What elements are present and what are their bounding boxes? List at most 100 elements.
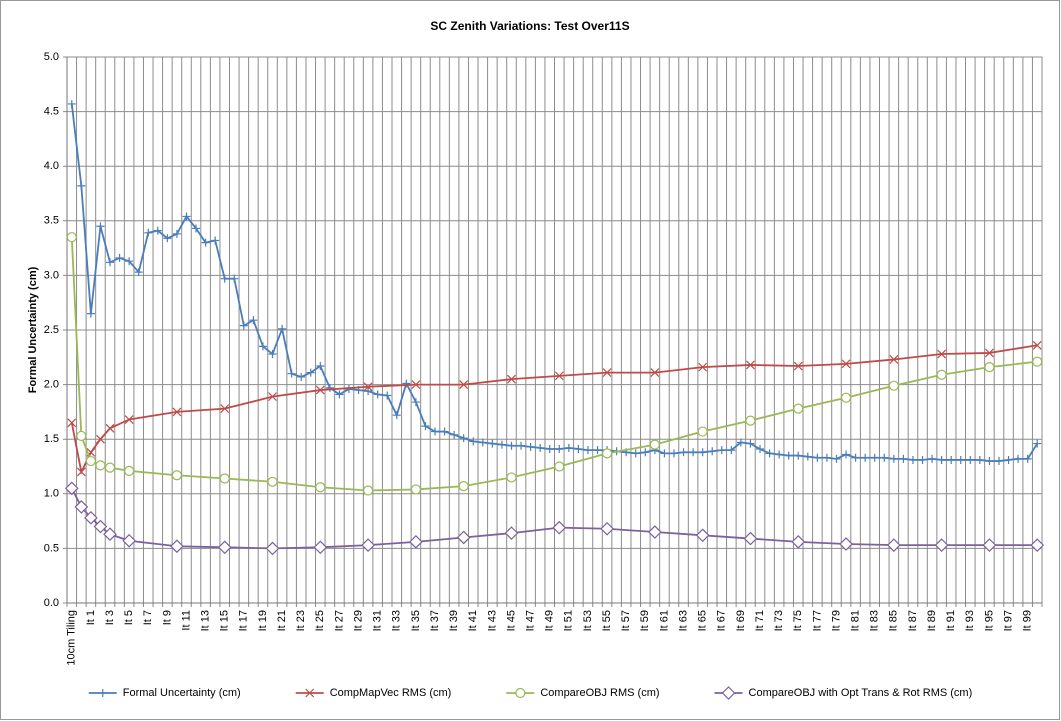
marker [507,374,516,384]
marker [697,426,708,437]
marker [1014,454,1023,463]
marker [669,449,678,458]
marker [268,392,277,402]
marker [249,316,258,325]
marker [421,422,430,431]
marker [258,342,267,351]
x-tick-label: It 7 [142,610,154,625]
marker [889,454,898,463]
chart-title: SC Zenith Variations: Test Over11S [430,19,629,33]
marker [95,460,106,471]
marker [497,440,506,449]
y-axis-label: Formal Uncertainty (cm) [27,266,39,393]
marker [410,484,421,495]
marker [469,437,478,446]
marker [689,448,698,457]
marker [124,465,135,476]
marker [966,455,975,464]
marker [211,236,220,245]
marker [517,441,526,450]
marker [842,450,851,459]
x-tick-label: It 61 [658,610,670,631]
marker [278,324,287,333]
marker [93,519,108,534]
marker [985,348,994,358]
marker [219,473,230,484]
marker [555,445,564,454]
marker [220,274,229,283]
marker [934,538,949,552]
x-tick-label: It 19 [257,610,269,631]
x-tick-label: It 49 [544,610,556,631]
marker [936,369,947,380]
marker [743,531,758,546]
marker [791,534,806,549]
marker [793,361,803,371]
x-tick-label: It 97 [1002,610,1014,631]
x-tick-label: It 45 [505,610,517,631]
marker [268,350,277,359]
marker [583,446,592,455]
marker [106,258,115,267]
marker [440,427,449,436]
marker [411,380,421,390]
y-tick-label: 4.5 [44,106,59,118]
marker [363,485,374,496]
y-tick-label: 5.0 [44,51,59,63]
x-tick-label: It 89 [926,610,938,631]
marker [721,686,736,700]
marker [956,455,965,464]
legend-label: CompareOBJ with Opt Trans & Rot RMS (cm) [749,687,973,699]
marker [315,385,325,395]
y-tick-label: 2.5 [44,324,59,336]
marker [1004,455,1013,464]
marker [736,438,745,447]
x-tick-label: It 23 [295,610,307,631]
marker [450,430,459,439]
marker [746,439,755,448]
x-tick-label: It 59 [639,610,651,631]
marker [363,382,373,392]
marker [163,234,172,243]
x-tick-label: It 53 [582,610,594,631]
marker [192,224,201,233]
marker [153,226,162,235]
marker [122,533,136,548]
marker [86,309,95,318]
marker [545,445,554,454]
marker [335,390,344,399]
marker [64,481,79,496]
marker [717,446,726,455]
x-tick-label: It 69 [735,610,747,631]
x-tick-label: It 47 [525,610,537,631]
marker [297,372,306,381]
x-tick-label: It 91 [945,610,957,631]
marker [982,538,997,552]
marker [392,411,401,420]
x-tick-label: It 37 [429,610,441,631]
marker [411,398,420,407]
marker [96,222,105,231]
marker [316,362,325,371]
marker [239,321,248,330]
marker [1032,340,1042,350]
marker [459,380,469,390]
marker [870,453,879,462]
marker [67,418,77,428]
x-tick-label: It 25 [314,610,326,631]
marker [928,454,937,463]
marker [564,443,573,452]
marker [775,450,784,459]
marker [1030,538,1045,552]
x-tick-label: It 65 [697,610,709,631]
x-tick-label: It 57 [620,610,632,631]
x-tick-label: It 67 [716,610,728,631]
y-tick-label: 2.0 [44,379,59,391]
x-tick-label: It 71 [754,610,766,631]
marker [908,455,917,464]
marker [851,453,860,462]
x-tick-label: It 63 [677,610,689,631]
marker [861,453,870,462]
marker [698,448,707,457]
marker [98,689,107,697]
